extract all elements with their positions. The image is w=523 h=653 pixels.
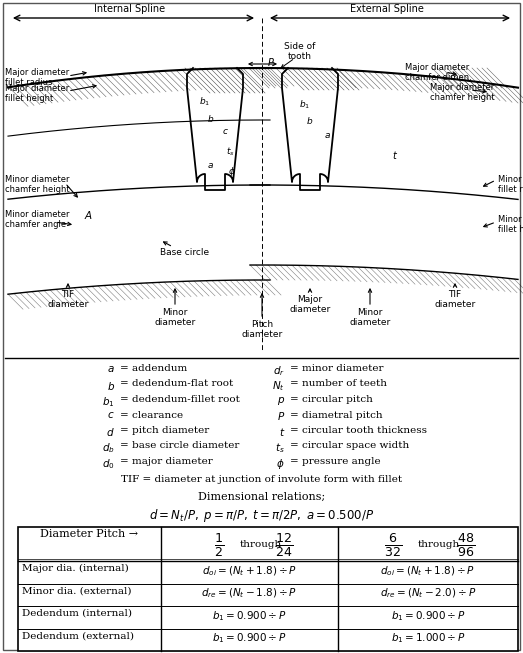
Text: $a$: $a$ bbox=[207, 161, 213, 170]
Text: = circular pitch: = circular pitch bbox=[290, 395, 373, 404]
Text: = addendum: = addendum bbox=[120, 364, 187, 373]
Text: TIF
diameter: TIF diameter bbox=[48, 290, 88, 310]
Text: $b_1 = 0.900 \div P$: $b_1 = 0.900 \div P$ bbox=[391, 609, 465, 623]
Text: = base circle diameter: = base circle diameter bbox=[120, 441, 240, 451]
Text: Side of
tooth: Side of tooth bbox=[285, 42, 316, 61]
Text: Pitch
diameter: Pitch diameter bbox=[242, 320, 282, 340]
Text: = major diameter: = major diameter bbox=[120, 457, 213, 466]
Text: Minor diam
fillet height: Minor diam fillet height bbox=[498, 215, 523, 234]
Text: Minor diameter
chamfer angle: Minor diameter chamfer angle bbox=[5, 210, 70, 229]
Text: $b$: $b$ bbox=[107, 379, 115, 392]
Text: Minor
diameter: Minor diameter bbox=[349, 308, 391, 327]
Text: $b_1 = 0.900 \div P$: $b_1 = 0.900 \div P$ bbox=[212, 609, 287, 623]
Text: $\frac{6}{32}$: $\frac{6}{32}$ bbox=[384, 531, 402, 559]
Text: $t$: $t$ bbox=[279, 426, 285, 438]
Text: External Spline: External Spline bbox=[350, 4, 424, 14]
Text: = number of teeth: = number of teeth bbox=[290, 379, 387, 389]
Text: Major dia. (internal): Major dia. (internal) bbox=[22, 564, 129, 573]
Text: $d_{oi} = (N_t + 1.8) \div P$: $d_{oi} = (N_t + 1.8) \div P$ bbox=[380, 564, 475, 578]
Text: = dedendum-flat root: = dedendum-flat root bbox=[120, 379, 233, 389]
Text: $b_1$: $b_1$ bbox=[103, 395, 115, 409]
Text: TIF
diameter: TIF diameter bbox=[435, 290, 475, 310]
Text: $b_1 = 1.000 \div P$: $b_1 = 1.000 \div P$ bbox=[391, 631, 465, 645]
Text: Minor diam
fillet radius: Minor diam fillet radius bbox=[498, 175, 523, 195]
Text: = circular space width: = circular space width bbox=[290, 441, 410, 451]
Text: $t_s$: $t_s$ bbox=[275, 441, 285, 455]
Text: $t$: $t$ bbox=[392, 149, 398, 161]
Text: $\frac{48}{96}$: $\frac{48}{96}$ bbox=[457, 531, 475, 559]
Text: $P$: $P$ bbox=[277, 411, 285, 422]
Text: $d_{re} = (N_t - 1.8) \div P$: $d_{re} = (N_t - 1.8) \div P$ bbox=[201, 586, 298, 600]
Text: $\phi$: $\phi$ bbox=[277, 457, 285, 471]
Text: Minor diameter
chamfer height: Minor diameter chamfer height bbox=[5, 175, 70, 195]
Text: Minor
diameter: Minor diameter bbox=[154, 308, 196, 327]
Text: = clearance: = clearance bbox=[120, 411, 183, 419]
Text: TIF = diameter at junction of involute form with fillet: TIF = diameter at junction of involute f… bbox=[121, 475, 402, 483]
Text: $b_1$: $b_1$ bbox=[299, 99, 311, 111]
Text: $P$: $P$ bbox=[267, 56, 275, 68]
Text: Major diameter
fillet radius: Major diameter fillet radius bbox=[5, 68, 69, 88]
Text: $c$: $c$ bbox=[222, 127, 229, 136]
Text: $t_s$: $t_s$ bbox=[225, 146, 234, 158]
Text: Major diameter
fillet height: Major diameter fillet height bbox=[5, 84, 69, 103]
Text: $b$: $b$ bbox=[306, 114, 314, 125]
Text: = dedendum-fillet root: = dedendum-fillet root bbox=[120, 395, 240, 404]
Text: = pitch diameter: = pitch diameter bbox=[120, 426, 209, 435]
Text: = pressure angle: = pressure angle bbox=[290, 457, 381, 466]
Text: Dimensional relations;: Dimensional relations; bbox=[198, 492, 325, 502]
Text: $d_0$: $d_0$ bbox=[103, 457, 115, 471]
Text: = diametral pitch: = diametral pitch bbox=[290, 411, 383, 419]
Text: $\phi$: $\phi$ bbox=[228, 165, 236, 178]
Text: $\frac{1}{2}$: $\frac{1}{2}$ bbox=[214, 531, 224, 559]
Text: Major
diameter: Major diameter bbox=[289, 295, 331, 314]
Text: $p$: $p$ bbox=[277, 395, 285, 407]
Text: $N_t$: $N_t$ bbox=[272, 379, 285, 393]
Text: through: through bbox=[418, 540, 460, 549]
Bar bbox=[18, 527, 518, 651]
Text: $d_r$: $d_r$ bbox=[273, 364, 285, 378]
Text: $d_{oi} = (N_t + 1.8) \div P$: $d_{oi} = (N_t + 1.8) \div P$ bbox=[202, 564, 297, 578]
Text: $\frac{12}{24}$: $\frac{12}{24}$ bbox=[276, 531, 293, 559]
Text: Dedendum (internal): Dedendum (internal) bbox=[22, 609, 132, 618]
Text: Diameter Pitch →: Diameter Pitch → bbox=[40, 529, 139, 539]
Text: Dedendum (external): Dedendum (external) bbox=[22, 631, 134, 641]
Text: Internal Spline: Internal Spline bbox=[95, 4, 166, 14]
Text: = minor diameter: = minor diameter bbox=[290, 364, 383, 373]
Text: $b$: $b$ bbox=[207, 112, 214, 123]
Text: $d_b$: $d_b$ bbox=[102, 441, 115, 455]
Text: $d = N_t/P,\; p = \pi/P,\; t = \pi/2P,\; a = 0.500/P$: $d = N_t/P,\; p = \pi/P,\; t = \pi/2P,\;… bbox=[149, 507, 374, 524]
Text: through: through bbox=[240, 540, 282, 549]
Text: Minor dia. (external): Minor dia. (external) bbox=[22, 586, 131, 596]
Text: Major diameter
chamfer height: Major diameter chamfer height bbox=[430, 83, 495, 103]
Text: $d_{re} = (N_t - 2.0) \div P$: $d_{re} = (N_t - 2.0) \div P$ bbox=[380, 586, 476, 600]
Text: = circular tooth thickness: = circular tooth thickness bbox=[290, 426, 427, 435]
Text: $a$: $a$ bbox=[324, 131, 331, 140]
Text: $b_1 = 0.900 \div P$: $b_1 = 0.900 \div P$ bbox=[212, 631, 287, 645]
Text: $A$: $A$ bbox=[84, 209, 93, 221]
Text: Major diameter
chamfer dimen.: Major diameter chamfer dimen. bbox=[405, 63, 472, 82]
Text: $c$: $c$ bbox=[107, 411, 115, 421]
Text: $d$: $d$ bbox=[106, 426, 115, 438]
Text: $b_1$: $b_1$ bbox=[199, 96, 211, 108]
Text: $a$: $a$ bbox=[107, 364, 115, 374]
Text: Base circle: Base circle bbox=[161, 248, 210, 257]
